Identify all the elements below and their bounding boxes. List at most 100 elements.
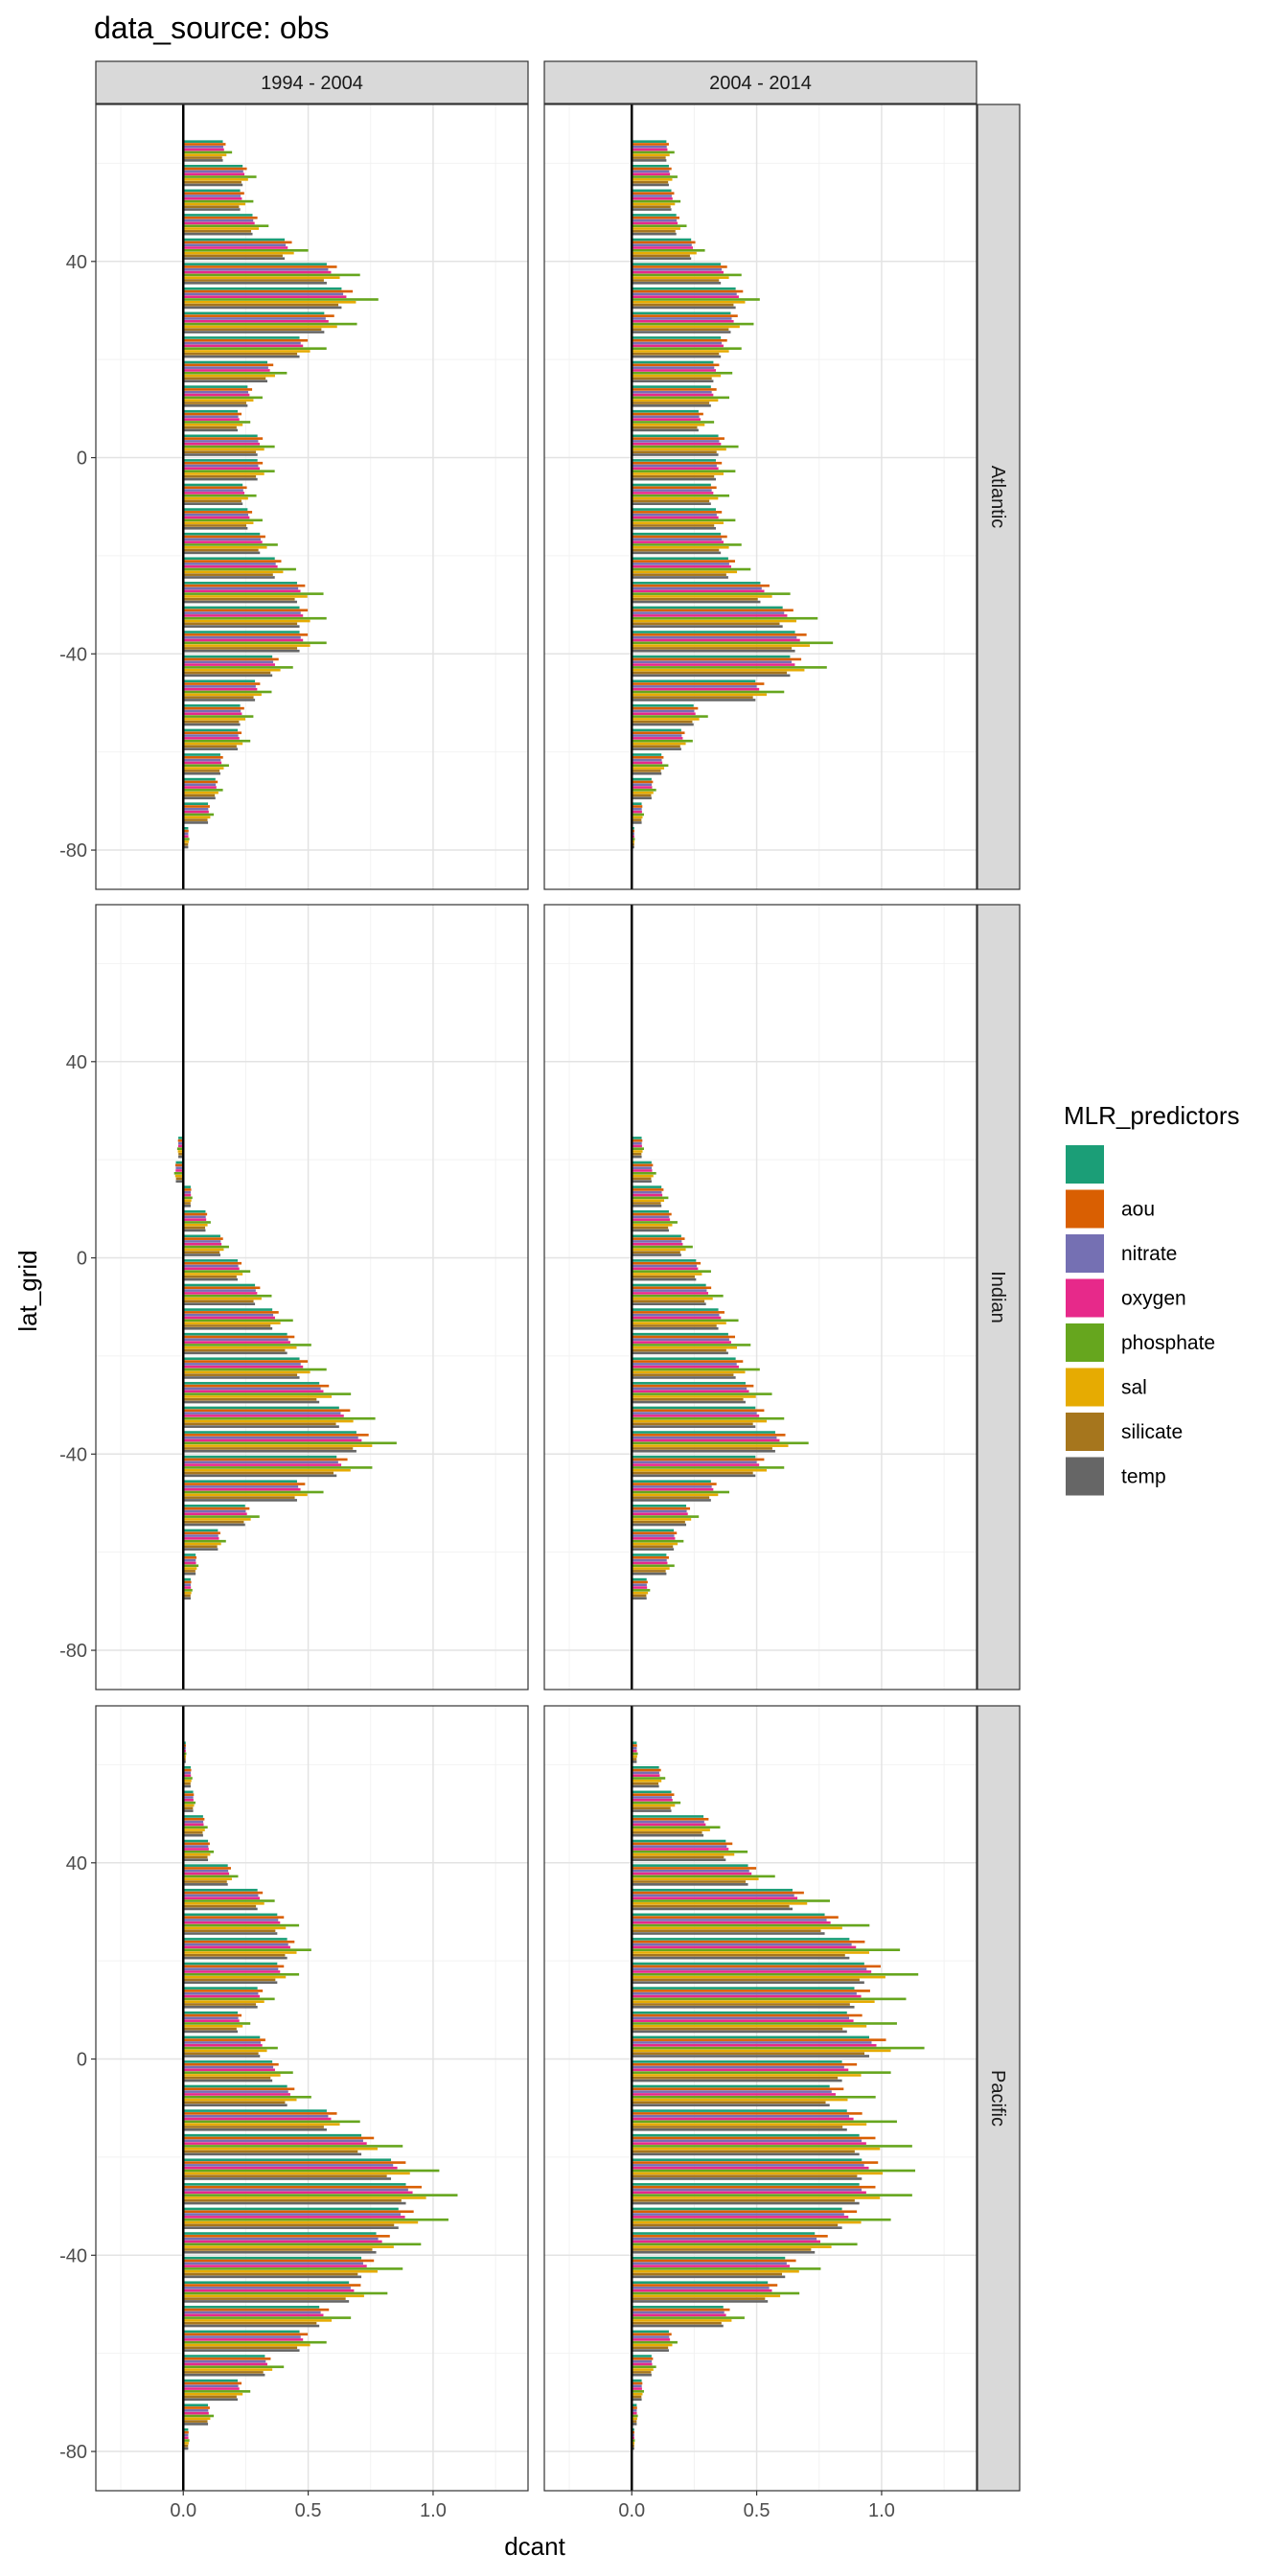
bar-oxygen	[183, 1586, 192, 1589]
bar-silicate	[632, 1373, 734, 1376]
bar-nitrate	[632, 832, 634, 836]
bar-unnamed	[632, 238, 692, 242]
bar-nitrate	[183, 709, 242, 713]
bar-sal	[183, 2269, 378, 2273]
bar-silicate	[632, 2174, 858, 2177]
bar-oxygen	[183, 2313, 324, 2317]
bar-phosphate	[632, 298, 760, 301]
bar-temp	[183, 257, 286, 261]
bar-unnamed	[183, 1480, 297, 1484]
bar-nitrate	[632, 513, 717, 517]
bar-sal	[632, 2269, 799, 2273]
bar-sal	[632, 1395, 756, 1398]
bar-aou	[183, 805, 210, 808]
bar-aou	[183, 2038, 265, 2041]
bar-phosphate	[632, 249, 705, 252]
row-strip-label: Pacific	[987, 2070, 1008, 2127]
bar-aou	[632, 1793, 675, 1796]
bar-phosphate	[183, 470, 275, 472]
bar-oxygen	[632, 1463, 760, 1466]
bar-sal	[183, 1828, 205, 1831]
bar-sal	[632, 251, 697, 255]
bar-nitrate	[183, 1746, 186, 1750]
y-tick-label: 40	[66, 1853, 87, 1874]
bar-silicate	[632, 2198, 855, 2202]
bar-nitrate	[183, 2065, 274, 2069]
bar-nitrate	[632, 1338, 729, 1342]
legend-swatch	[1066, 1457, 1104, 1496]
bar-nitrate	[632, 366, 715, 369]
bar-sal	[632, 1780, 662, 1782]
bar-sal	[183, 2442, 189, 2445]
bar-sal	[632, 644, 811, 647]
bar-nitrate	[632, 2164, 864, 2167]
bar-aou	[183, 265, 337, 268]
bar-silicate	[632, 1545, 674, 1549]
bar-nitrate	[632, 1313, 720, 1317]
bar-aou	[632, 1867, 757, 1870]
y-axis-title: lat_grid	[13, 1250, 42, 1331]
bar-oxygen	[632, 589, 765, 593]
bar-nitrate	[632, 2237, 817, 2241]
bar-aou	[183, 780, 218, 784]
bar-phosphate	[632, 2046, 925, 2050]
bar-temp	[632, 502, 711, 506]
bar-silicate	[183, 770, 220, 772]
bar-unnamed	[632, 1185, 662, 1188]
bar-phosphate	[632, 1874, 775, 1878]
bar-temp	[183, 1784, 191, 1788]
bar-aou	[632, 461, 723, 465]
bar-silicate	[183, 720, 240, 724]
bar-silicate	[175, 1177, 184, 1181]
bar-aou	[183, 1434, 369, 1437]
bar-sal	[632, 791, 654, 794]
bar-aou	[632, 584, 770, 587]
bar-sal	[183, 767, 224, 770]
bar-silicate	[183, 1275, 237, 1278]
bar-silicate	[632, 2101, 826, 2104]
bar-phosphate	[632, 518, 736, 522]
bar-aou	[632, 1916, 839, 1919]
bar-nitrate	[183, 783, 217, 787]
bar-oxygen	[183, 1193, 192, 1197]
bar-phosphate	[632, 1171, 656, 1175]
bar-phosphate	[632, 322, 754, 326]
bar-oxygen	[632, 1970, 872, 1973]
bar-temp	[632, 1229, 669, 1232]
bar-oxygen	[183, 270, 332, 274]
bar-temp	[632, 2250, 816, 2254]
bar-sal	[632, 2024, 867, 2028]
bar-oxygen	[183, 1218, 207, 1221]
bar-phosphate	[183, 789, 223, 792]
bar-phosphate	[183, 150, 233, 154]
bar-aou	[183, 1744, 187, 1747]
bar-silicate	[183, 2395, 237, 2399]
bar-oxygen	[183, 1487, 301, 1491]
bar-aou	[183, 2358, 271, 2360]
bar-silicate	[183, 2420, 208, 2423]
bar-aou	[183, 1188, 192, 1191]
bar-oxygen	[183, 1872, 230, 1875]
bar-sal	[183, 2024, 243, 2028]
bar-silicate	[183, 1324, 271, 1327]
bar-unnamed	[183, 655, 273, 658]
bar-oxygen	[632, 614, 788, 617]
bar-aou	[183, 731, 242, 735]
bar-aou	[632, 1990, 870, 1992]
bar-oxygen	[632, 1341, 731, 1344]
bar-temp	[632, 1326, 719, 1330]
panel-atlantic-2	[543, 104, 978, 890]
bar-sal	[183, 1493, 308, 1497]
bar-silicate	[632, 622, 780, 626]
bar-oxygen	[183, 1970, 281, 1973]
bar-unnamed	[632, 2379, 642, 2382]
bar-unnamed	[183, 2133, 362, 2137]
bar-silicate	[632, 2076, 839, 2080]
bar-sal	[183, 178, 248, 181]
bar-phosphate	[632, 1368, 760, 1371]
bar-sal	[632, 448, 726, 451]
bar-oxygen	[183, 1848, 209, 1851]
bar-unnamed	[183, 189, 241, 193]
bar-nitrate	[632, 2359, 653, 2363]
bar-sal	[632, 472, 724, 475]
